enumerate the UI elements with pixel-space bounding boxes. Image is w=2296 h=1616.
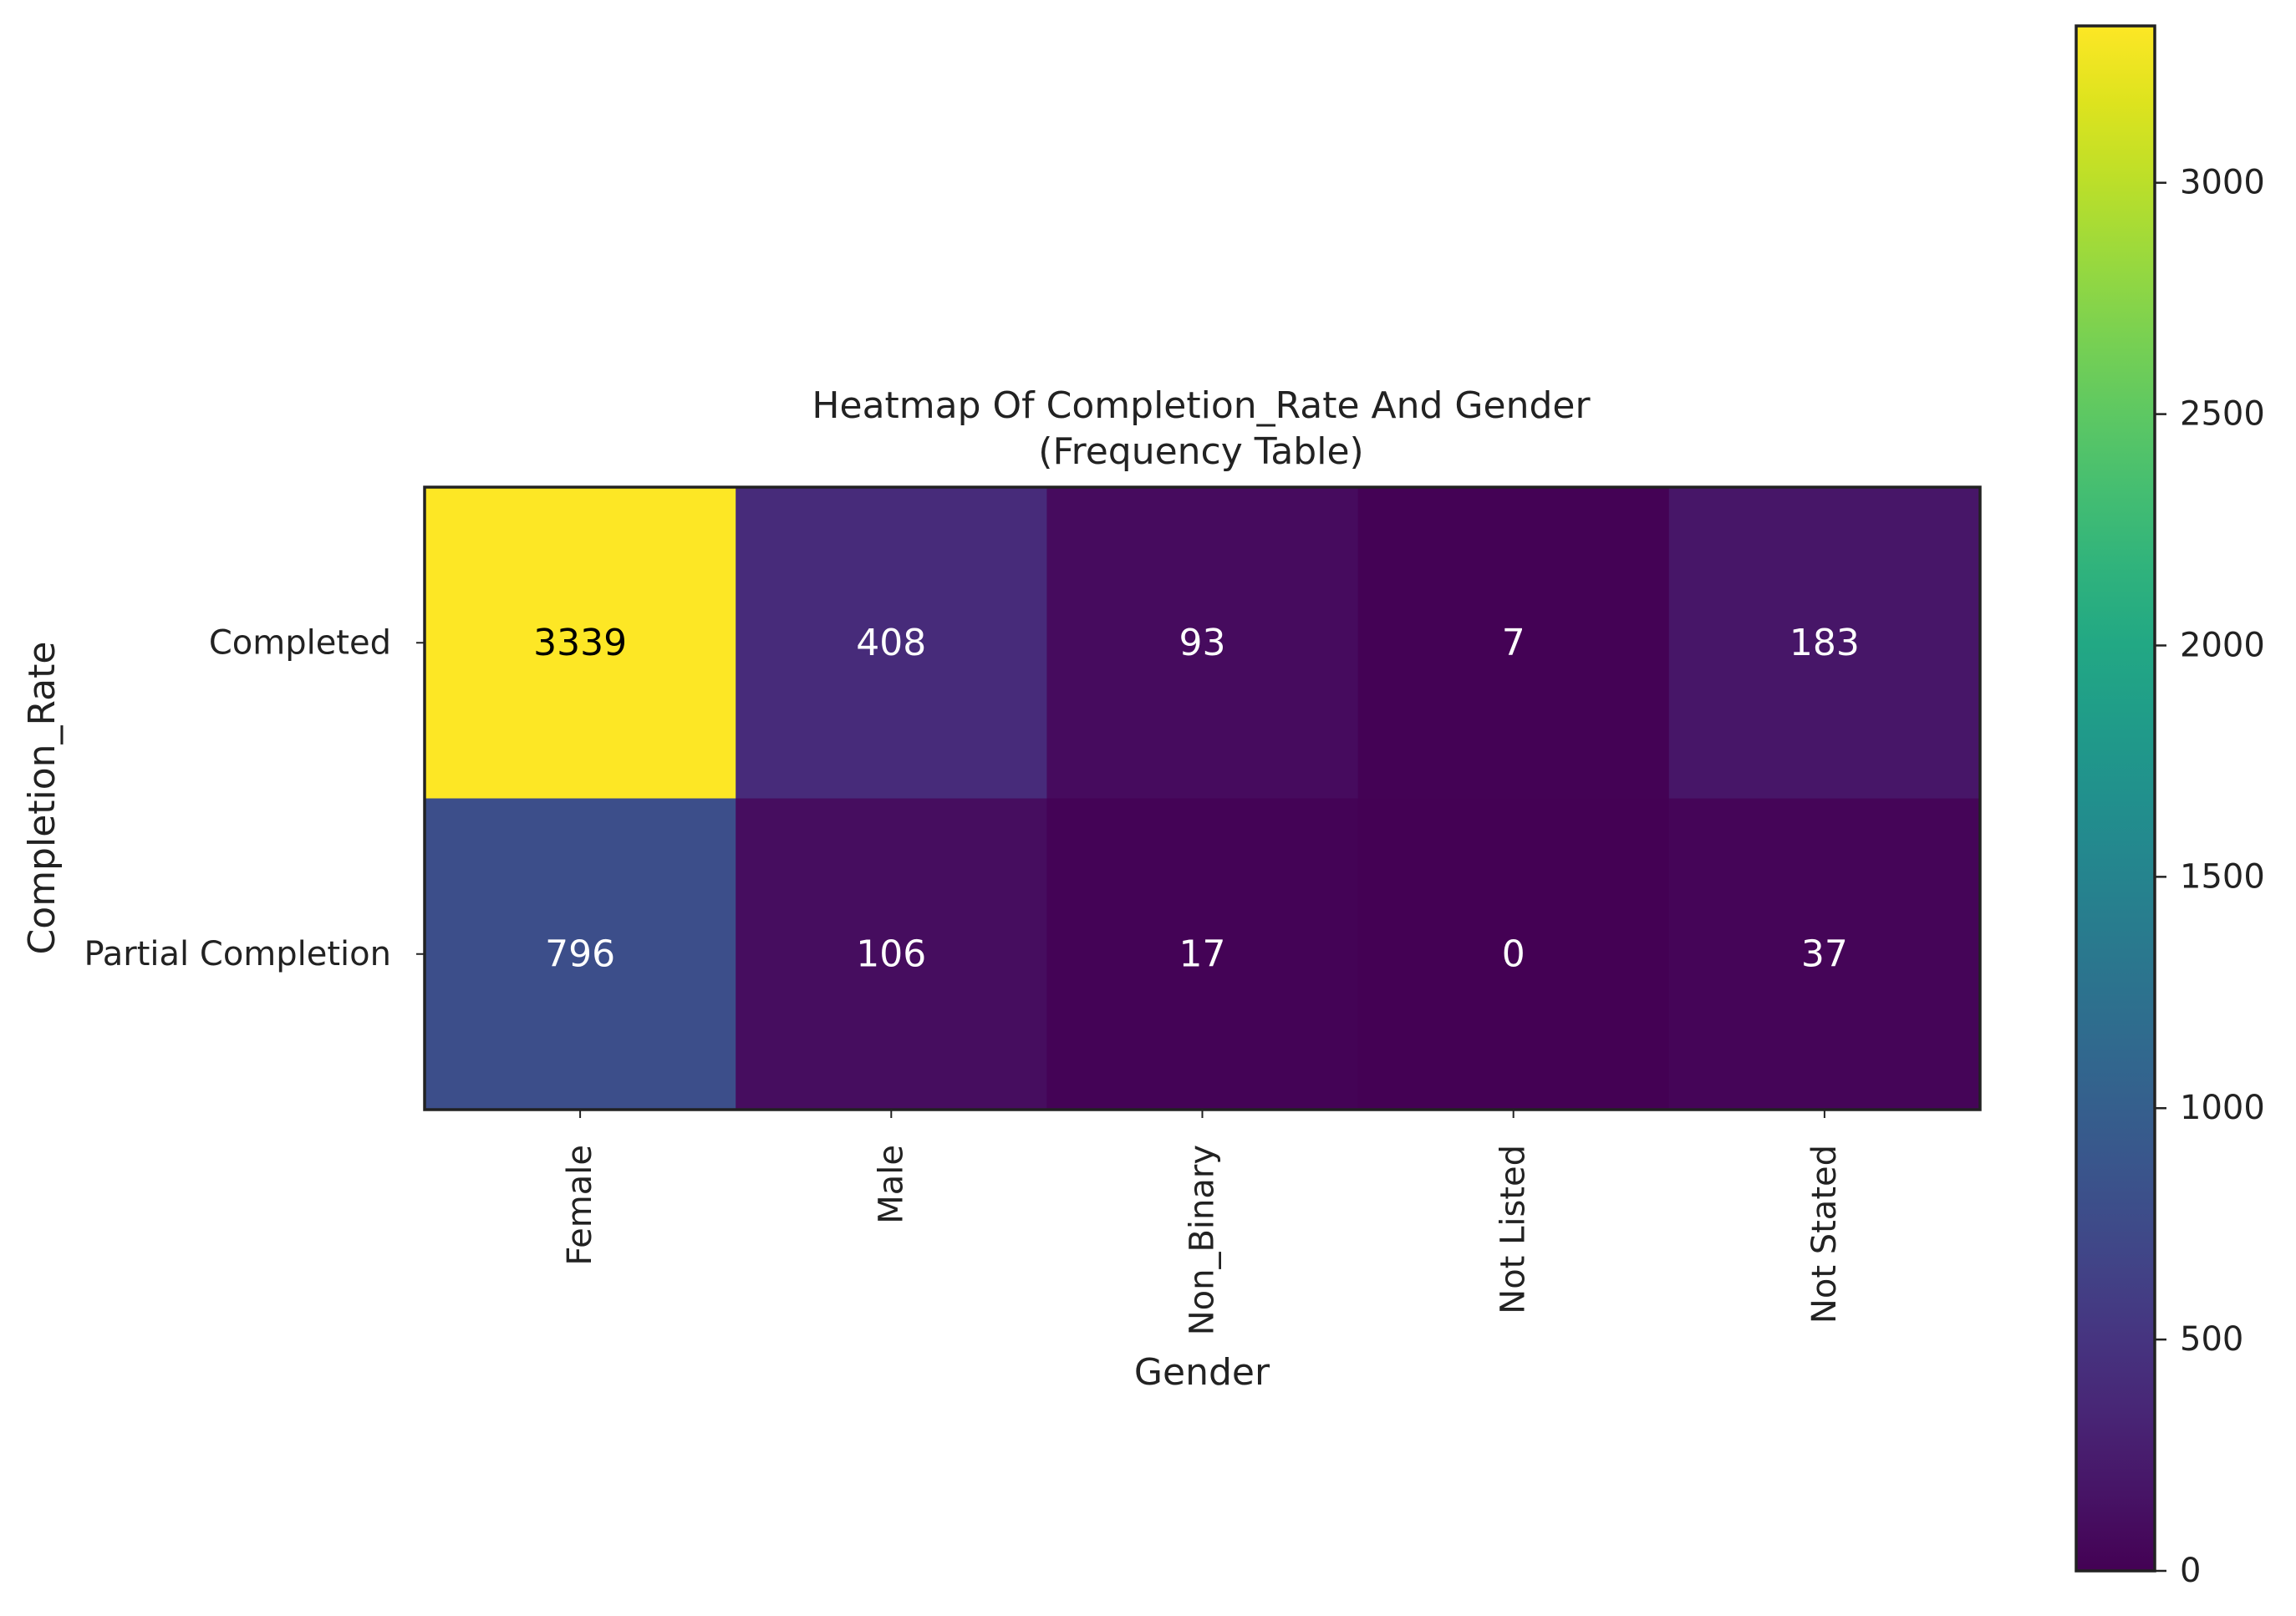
x-tick-label-female: Female — [561, 1145, 599, 1266]
x-tick-label-non-binary: Non_Binary — [1184, 1145, 1222, 1335]
heatmap-cell-completed-not-stated — [1668, 487, 1981, 799]
heatmap-cell-completed-non-binary — [1046, 487, 1359, 799]
chart-subtitle: (Frequency Table) — [1038, 430, 1363, 473]
y-axis-title: Completion_Rate — [21, 642, 64, 955]
colorbar: 0 500 1000 1500 2000 2500 3000 — [2075, 24, 2265, 1590]
heatmap-cell-partial-completion-male — [736, 798, 1047, 1110]
x-tick-label-not-stated: Not Stated — [1805, 1145, 1844, 1324]
heatmap-cell-partial-completion-non-binary — [1046, 798, 1359, 1110]
chart-title: Heatmap Of Completion_Rate And Gender — [812, 384, 1591, 427]
y-tick-label-completed: Completed — [209, 623, 391, 662]
x-tick-label-not-listed: Not Listed — [1494, 1145, 1533, 1314]
cell-value-label: 183 — [1789, 622, 1860, 664]
cell-value-label: 3339 — [533, 622, 627, 664]
colorbar-tick-label: 2000 — [2180, 626, 2265, 664]
heatmap-cell-labels: 3339 408 93 7 183 796 106 17 0 37 — [533, 622, 1860, 976]
colorbar-tick-label: 500 — [2180, 1320, 2243, 1359]
colorbar-tick-label: 2500 — [2180, 395, 2265, 434]
cell-value-label: 408 — [856, 622, 926, 664]
x-tick-labels: Female Male Non_Binary Not Listed Not Stated — [561, 1110, 1844, 1335]
colorbar-tick-label: 0 — [2180, 1552, 2201, 1590]
heatmap-cell-partial-completion-not-stated — [1668, 798, 1981, 1110]
cell-value-label: 796 — [545, 933, 615, 975]
heatmap-cell-partial-completion-female — [425, 798, 736, 1110]
cell-value-label: 17 — [1179, 933, 1226, 975]
cell-value-label: 106 — [856, 933, 926, 975]
chart-title-group: Heatmap Of Completion_Rate And Gender (F… — [812, 384, 1591, 473]
heatmap-cells — [425, 487, 1981, 1110]
x-tick-label-male: Male — [872, 1145, 910, 1224]
y-tick-labels: Completed Partial Completion — [84, 623, 425, 973]
heatmap-cell-completed-female — [425, 487, 736, 799]
y-tick-label-partial-completion: Partial Completion — [84, 935, 391, 973]
x-axis-title: Gender — [1134, 1351, 1270, 1394]
heatmap-cell-partial-completion-not-listed — [1357, 798, 1670, 1110]
colorbar-ticks: 0 500 1000 1500 2000 2500 3000 — [2155, 164, 2265, 1590]
cell-value-label: 7 — [1502, 622, 1525, 664]
colorbar-tick-label: 1500 — [2180, 857, 2265, 896]
heatmap-cell-completed-male — [736, 487, 1047, 799]
heatmap-cell-completed-not-listed — [1357, 487, 1670, 799]
colorbar-tick-label: 3000 — [2180, 164, 2265, 202]
cell-value-label: 37 — [1801, 933, 1848, 975]
cell-value-label: 0 — [1502, 933, 1525, 975]
colorbar-gradient-bar — [2075, 24, 2156, 1573]
cell-value-label: 93 — [1179, 622, 1226, 664]
colorbar-tick-label: 1000 — [2180, 1089, 2265, 1127]
